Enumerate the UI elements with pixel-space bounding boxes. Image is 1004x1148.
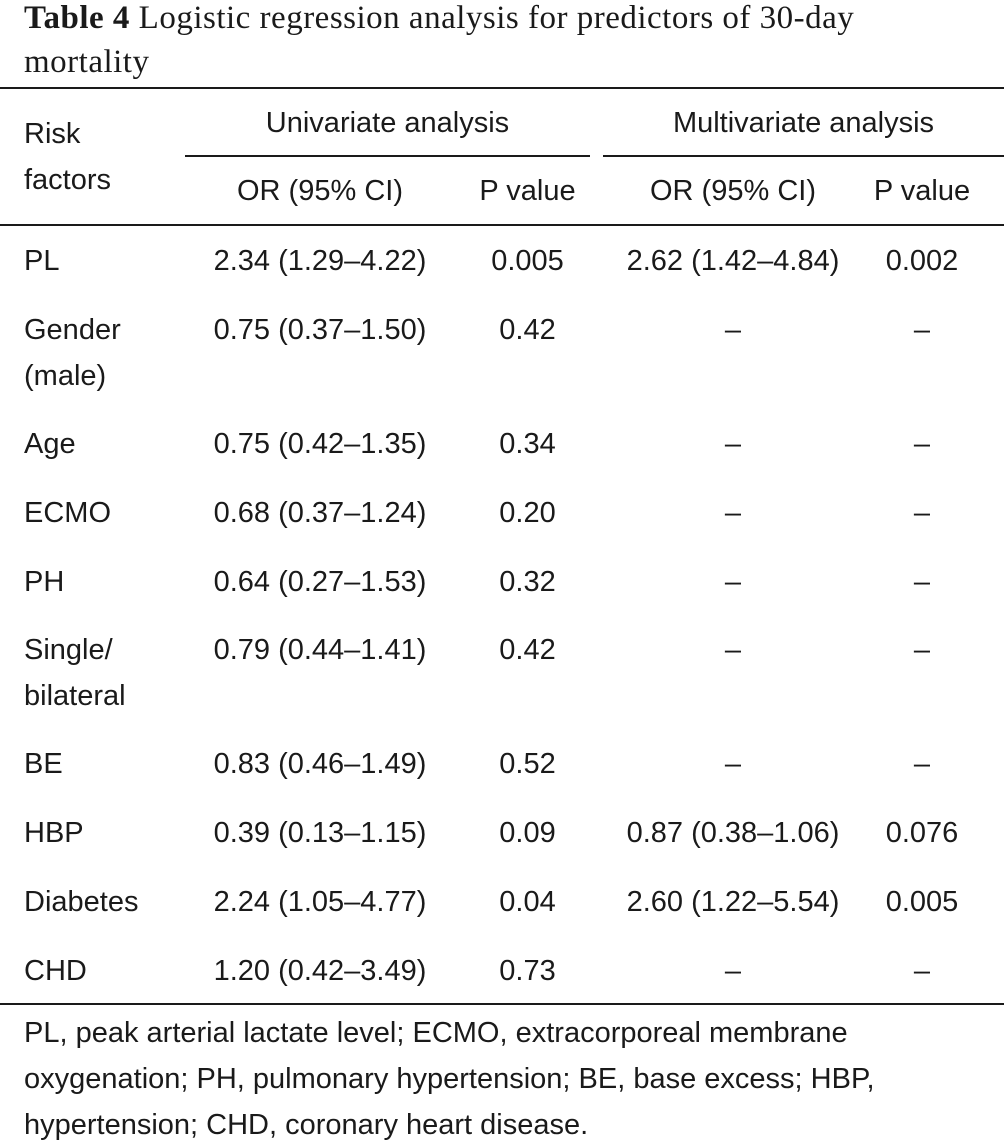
row-or-univariate: 0.79 (0.44–1.41) (213, 634, 427, 666)
header-or-univariate: OR (95% CI) (237, 175, 403, 207)
row-p-univariate: 0.32 (499, 566, 556, 598)
row-p-multivariate: 0.005 (885, 886, 959, 918)
row-p-multivariate: – (913, 566, 931, 598)
header-p-multivariate: P value (873, 175, 971, 207)
row-p-univariate: 0.005 (491, 245, 564, 277)
row-p-multivariate: 0.076 (885, 817, 959, 849)
row-p-multivariate: – (913, 748, 931, 780)
row-p-univariate: 0.34 (499, 428, 556, 460)
row-p-univariate: 0.42 (499, 314, 556, 346)
row-p-univariate: 0.20 (499, 497, 556, 529)
table-label: Table 4 (24, 0, 130, 36)
row-p-univariate: 0.73 (499, 955, 556, 987)
row-factor-hbp: HBP (24, 817, 84, 849)
row-or-multivariate: – (724, 955, 742, 987)
row-factor-be: BE (24, 748, 63, 780)
row-p-univariate: 0.09 (499, 817, 556, 849)
row-factor-gender-line2: (male) (24, 360, 107, 392)
row-factor-gender-line1: Gender (24, 314, 121, 346)
row-p-multivariate: – (913, 955, 931, 987)
header-or-multivariate: OR (95% CI) (650, 175, 816, 207)
row-p-multivariate: 0.002 (885, 245, 959, 277)
row-factor-ecmo: ECMO (24, 497, 111, 529)
header-rule (0, 224, 1004, 226)
row-factor-pl: PL (24, 245, 60, 277)
row-or-univariate: 0.75 (0.37–1.50) (213, 314, 427, 346)
header-p-univariate: P value (479, 175, 576, 207)
row-factor-chd: CHD (24, 955, 87, 987)
row-or-multivariate: – (724, 497, 742, 529)
row-factor-single-bilateral-line2: bilateral (24, 680, 126, 712)
row-or-univariate: 2.24 (1.05–4.77) (213, 886, 427, 918)
row-or-multivariate: – (724, 566, 742, 598)
row-or-multivariate: – (724, 314, 742, 346)
row-p-multivariate: – (913, 314, 931, 346)
row-or-multivariate: – (724, 634, 742, 666)
row-factor-single-bilateral-line1: Single/ (24, 634, 113, 666)
row-p-multivariate: – (913, 497, 931, 529)
header-univariate-analysis: Univariate analysis (265, 107, 510, 139)
row-or-univariate: 0.75 (0.42–1.35) (213, 428, 427, 460)
header-multivariate-analysis: Multivariate analysis (672, 107, 935, 139)
row-or-multivariate: – (724, 748, 742, 780)
row-p-univariate: 0.52 (499, 748, 556, 780)
multivariate-underline (603, 155, 1004, 157)
row-or-univariate: 0.39 (0.13–1.15) (213, 817, 427, 849)
bottom-rule (0, 1003, 1004, 1005)
row-p-univariate: 0.42 (499, 634, 556, 666)
row-or-multivariate: 2.62 (1.42–4.84) (626, 245, 840, 277)
table-footnote: PL, peak arterial lactate level; ECMO, e… (24, 1017, 875, 1141)
row-p-multivariate: – (913, 428, 931, 460)
row-or-univariate: 0.83 (0.46–1.49) (213, 748, 427, 780)
row-or-univariate: 0.64 (0.27–1.53) (213, 566, 427, 598)
table-caption: Table 4 Logistic regression analysis for… (24, 0, 984, 84)
row-or-univariate: 2.34 (1.29–4.22) (213, 245, 427, 277)
header-risk-factors-line1: Risk (24, 118, 81, 150)
row-p-univariate: 0.04 (499, 886, 556, 918)
row-p-multivariate: – (913, 634, 931, 666)
row-factor-age: Age (24, 428, 76, 460)
row-or-univariate: 0.68 (0.37–1.24) (213, 497, 427, 529)
row-or-multivariate: 2.60 (1.22–5.54) (626, 886, 840, 918)
row-or-multivariate: – (724, 428, 742, 460)
row-or-multivariate: 0.87 (0.38–1.06) (626, 817, 840, 849)
row-factor-ph: PH (24, 566, 65, 598)
univariate-underline (185, 155, 590, 157)
header-risk-factors-line2: factors (24, 164, 112, 196)
row-factor-diabetes: Diabetes (24, 886, 139, 918)
row-or-univariate: 1.20 (0.42–3.49) (213, 955, 427, 987)
table-title: Logistic regression analysis for predict… (24, 0, 855, 80)
top-rule (0, 87, 1004, 89)
